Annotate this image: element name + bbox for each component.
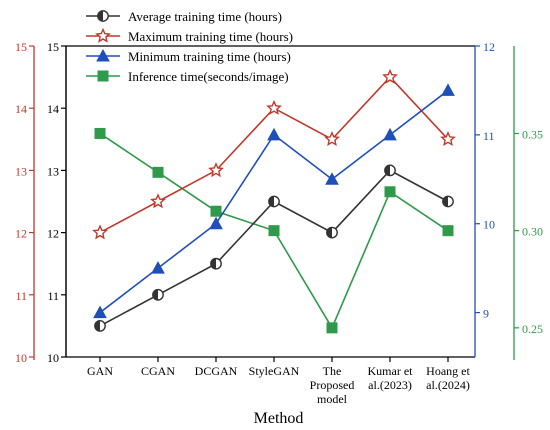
inference-time-point [384, 186, 396, 198]
x-tick-label: GAN [87, 364, 113, 378]
x-tick-label: model [317, 392, 348, 406]
y-tick-label: 12 [483, 40, 495, 54]
maximum-training-time-point [382, 68, 398, 84]
maximum-training-time-point [92, 224, 108, 240]
y-tick-label: 9 [483, 307, 489, 321]
average-training-time-point [384, 164, 396, 177]
inference-time-point [94, 127, 106, 139]
y-tick-label: 12 [47, 227, 59, 241]
legend-marker [95, 27, 111, 43]
maximum-training-time-point [440, 131, 456, 147]
legend-item: Maximum training time (hours) [86, 27, 293, 44]
x-tick-label: al.(2024) [426, 378, 470, 392]
minimum-training-time-point [209, 216, 223, 230]
legend-item: Average training time (hours) [86, 9, 282, 24]
y-tick-label: 10 [15, 351, 27, 365]
series [92, 68, 456, 334]
y-tick-label: 11 [483, 129, 495, 143]
y-tick-label: 14 [15, 102, 27, 116]
legend-item: Inference time(seconds/image) [86, 69, 289, 84]
maximum-training-time-series [92, 68, 456, 240]
minimum-training-time-point [267, 127, 281, 141]
x-tick-label: Proposed [310, 378, 355, 392]
axes: 10111213141510111213141591011120.250.300… [15, 40, 543, 406]
x-tick-label: Hoang et [426, 364, 470, 378]
legend-marker [97, 10, 109, 22]
y-tick-label: 10 [47, 351, 59, 365]
x-axis-title: Method [254, 410, 304, 427]
x-tick-label: StyleGAN [249, 364, 300, 378]
x-tick-label: CGAN [141, 364, 175, 378]
average-training-time-line [99, 169, 449, 327]
inference-time-point [268, 225, 280, 237]
right-outer-axis: 0.25 0.30 0.35 [513, 46, 543, 360]
average-training-time-point [210, 257, 222, 270]
left-inner-axis: 10 11 12 13 14 15 [47, 40, 67, 365]
y-tick-label: 11 [15, 289, 27, 303]
minimum-training-time-point [325, 172, 339, 185]
legend-item: Minimum training time (hours) [86, 48, 291, 64]
x-tick-label: al.(2023) [368, 378, 412, 392]
minimum-training-time-point [151, 261, 165, 274]
average-training-time-point [94, 319, 106, 332]
inference-time-point [442, 225, 454, 237]
maximum-training-time-point [324, 131, 340, 147]
average-training-time-series [94, 164, 454, 332]
maximum-training-time-point [266, 99, 282, 115]
right-inner-axis: 9 10 11 12 [474, 40, 495, 357]
y-tick-label: 0.35 [522, 127, 543, 141]
y-tick-label: 11 [47, 289, 59, 303]
y-tick-label: 0.30 [522, 225, 543, 239]
y-tick-label: 14 [47, 102, 59, 116]
y-tick-label: 0.25 [522, 322, 543, 336]
minimum-training-time-point [441, 83, 455, 96]
x-tick-label: Kumar et [368, 364, 414, 378]
legend-marker [97, 70, 109, 82]
x-tick-label: DCGAN [195, 364, 238, 378]
legend-label: Inference time(seconds/image) [128, 69, 289, 84]
y-tick-label: 12 [15, 227, 27, 241]
y-tick-label: 15 [15, 40, 27, 54]
minimum-training-time-series [93, 83, 455, 319]
y-tick-label: 10 [483, 218, 495, 232]
y-tick-label: 13 [47, 164, 59, 178]
legend-marker [96, 48, 110, 62]
average-training-time-point [268, 195, 280, 208]
minimum-training-time-point [383, 127, 397, 141]
y-tick-label: 13 [15, 164, 27, 178]
left-outer-axis: 10 11 12 13 14 15 [15, 40, 35, 365]
average-training-time-point [326, 226, 338, 239]
inference-time-point [152, 166, 164, 178]
inference-time-point [210, 205, 222, 217]
legend-label: Maximum training time (hours) [128, 29, 293, 44]
maximum-training-time-point [208, 162, 224, 178]
inference-time-series [94, 127, 454, 334]
legend-label: Average training time (hours) [128, 9, 282, 24]
maximum-training-time-point [150, 193, 166, 209]
x-tick-label: The [323, 364, 342, 378]
minimum-training-time-point [93, 305, 107, 319]
average-training-time-point [442, 195, 454, 208]
y-tick-label: 15 [47, 40, 59, 54]
average-training-time-point [152, 288, 164, 301]
legend: Average training time (hours) Maximum tra… [86, 9, 293, 84]
legend-label: Minimum training time (hours) [128, 49, 291, 64]
inference-time-point [326, 322, 338, 334]
